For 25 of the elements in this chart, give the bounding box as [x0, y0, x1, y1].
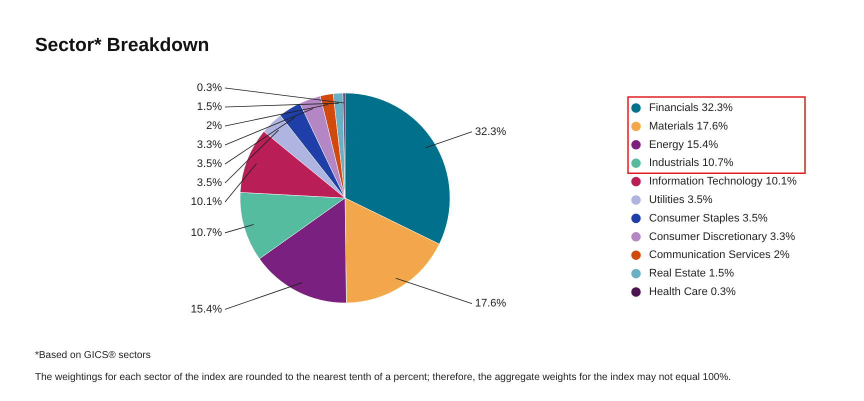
data-label: 10.1%: [190, 196, 222, 208]
data-label: 1.5%: [196, 101, 222, 113]
legend-label: Communication Services 2%: [649, 249, 790, 262]
legend-label: Information Technology 10.1%: [649, 176, 797, 188]
legend-label: Materials 17.6%: [649, 120, 728, 132]
legend-label: Consumer Staples 3.5%: [649, 212, 768, 224]
data-label: 0.3%: [196, 82, 222, 94]
legend-label: Utilities 3.5%: [649, 194, 713, 206]
data-label: 32.3%: [475, 126, 506, 138]
data-label: 17.6%: [475, 298, 506, 310]
legend-label: Industrials 10.7%: [649, 157, 734, 170]
text: The weightings for each sector of the index are rounded to the nearest tenth of a percent; therefore, the aggregate weights for the index may not equal 100%.: [35, 372, 731, 383]
data-label: 10.7%: [190, 226, 222, 239]
text: *Based on GICS® sectors: [35, 350, 151, 361]
legend-label: Financials 32.3%: [649, 102, 733, 114]
legend-label: Consumer Discretionary 3.3%: [649, 230, 796, 243]
data-label: 15.4%: [190, 303, 222, 316]
data-label: 2%: [206, 120, 222, 132]
legend-label: Health Care 0.3%: [649, 286, 736, 298]
chart-title: Sector* Breakdown: [35, 35, 210, 56]
data-label: 3.5%: [196, 177, 222, 189]
data-label: 3.5%: [196, 158, 222, 170]
legend-label: Real Estate 1.5%: [649, 268, 734, 280]
legend-label: Energy 15.4%: [649, 138, 718, 151]
data-label: 3.3%: [196, 139, 222, 151]
